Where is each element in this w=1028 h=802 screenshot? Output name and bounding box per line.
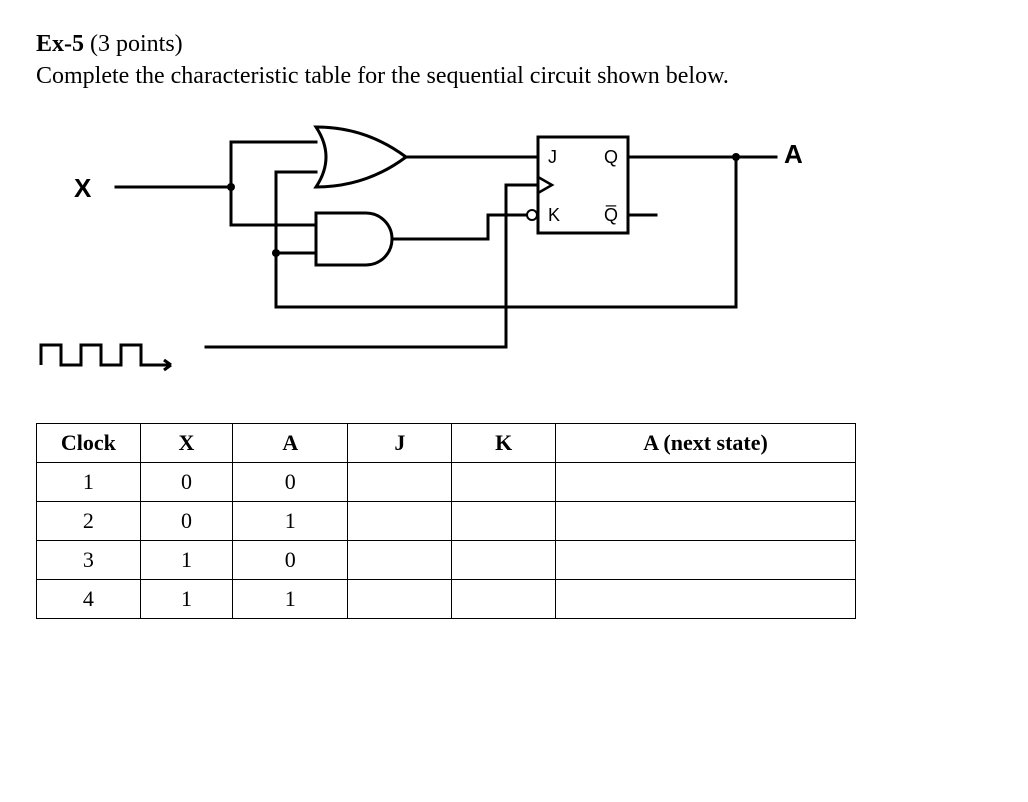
cell-clock: 1	[37, 462, 141, 501]
cell-j	[348, 501, 452, 540]
svg-text:Q̅: Q̅	[604, 205, 618, 225]
cell-a: 0	[233, 540, 348, 579]
cell-next	[556, 501, 856, 540]
cell-next	[556, 579, 856, 618]
table-row: 4 1 1	[37, 579, 856, 618]
cell-x: 0	[140, 501, 232, 540]
cell-k	[452, 540, 556, 579]
exercise-number: Ex-5	[36, 31, 84, 57]
characteristic-table: Clock X A J K A (next state) 1 0 0 2 0 1	[36, 423, 856, 619]
col-header-next: A (next state)	[556, 423, 856, 462]
exercise-points: (3 points)	[90, 31, 183, 57]
table-row: 1 0 0	[37, 462, 856, 501]
cell-a: 1	[233, 579, 348, 618]
col-header-x: X	[140, 423, 232, 462]
cell-x: 1	[140, 579, 232, 618]
cell-x: 1	[140, 540, 232, 579]
output-a-label: A	[784, 139, 803, 170]
table-row: 3 1 0	[37, 540, 856, 579]
table-header-row: Clock X A J K A (next state)	[37, 423, 856, 462]
exercise-heading: Ex-5 (3 points)	[36, 28, 992, 60]
page-root: Ex-5 (3 points) Complete the characteris…	[0, 0, 1028, 647]
cell-next	[556, 462, 856, 501]
col-header-k: K	[452, 423, 556, 462]
cell-j	[348, 540, 452, 579]
cell-clock: 4	[37, 579, 141, 618]
cell-k	[452, 462, 556, 501]
cell-k	[452, 501, 556, 540]
exercise-prompt: Complete the characteristic table for th…	[36, 60, 992, 92]
col-header-j: J	[348, 423, 452, 462]
input-x-label: X	[74, 173, 91, 204]
col-header-a: A	[233, 423, 348, 462]
col-header-clock: Clock	[37, 423, 141, 462]
svg-text:Q: Q	[604, 147, 618, 167]
cell-j	[348, 462, 452, 501]
cell-a: 0	[233, 462, 348, 501]
svg-text:J: J	[548, 147, 557, 167]
cell-next	[556, 540, 856, 579]
cell-clock: 3	[37, 540, 141, 579]
cell-k	[452, 579, 556, 618]
circuit-diagram: X A	[36, 117, 816, 377]
cell-x: 0	[140, 462, 232, 501]
svg-text:K: K	[548, 205, 560, 225]
cell-a: 1	[233, 501, 348, 540]
table-row: 2 0 1	[37, 501, 856, 540]
clock-wave-icon	[36, 335, 206, 375]
cell-j	[348, 579, 452, 618]
cell-clock: 2	[37, 501, 141, 540]
